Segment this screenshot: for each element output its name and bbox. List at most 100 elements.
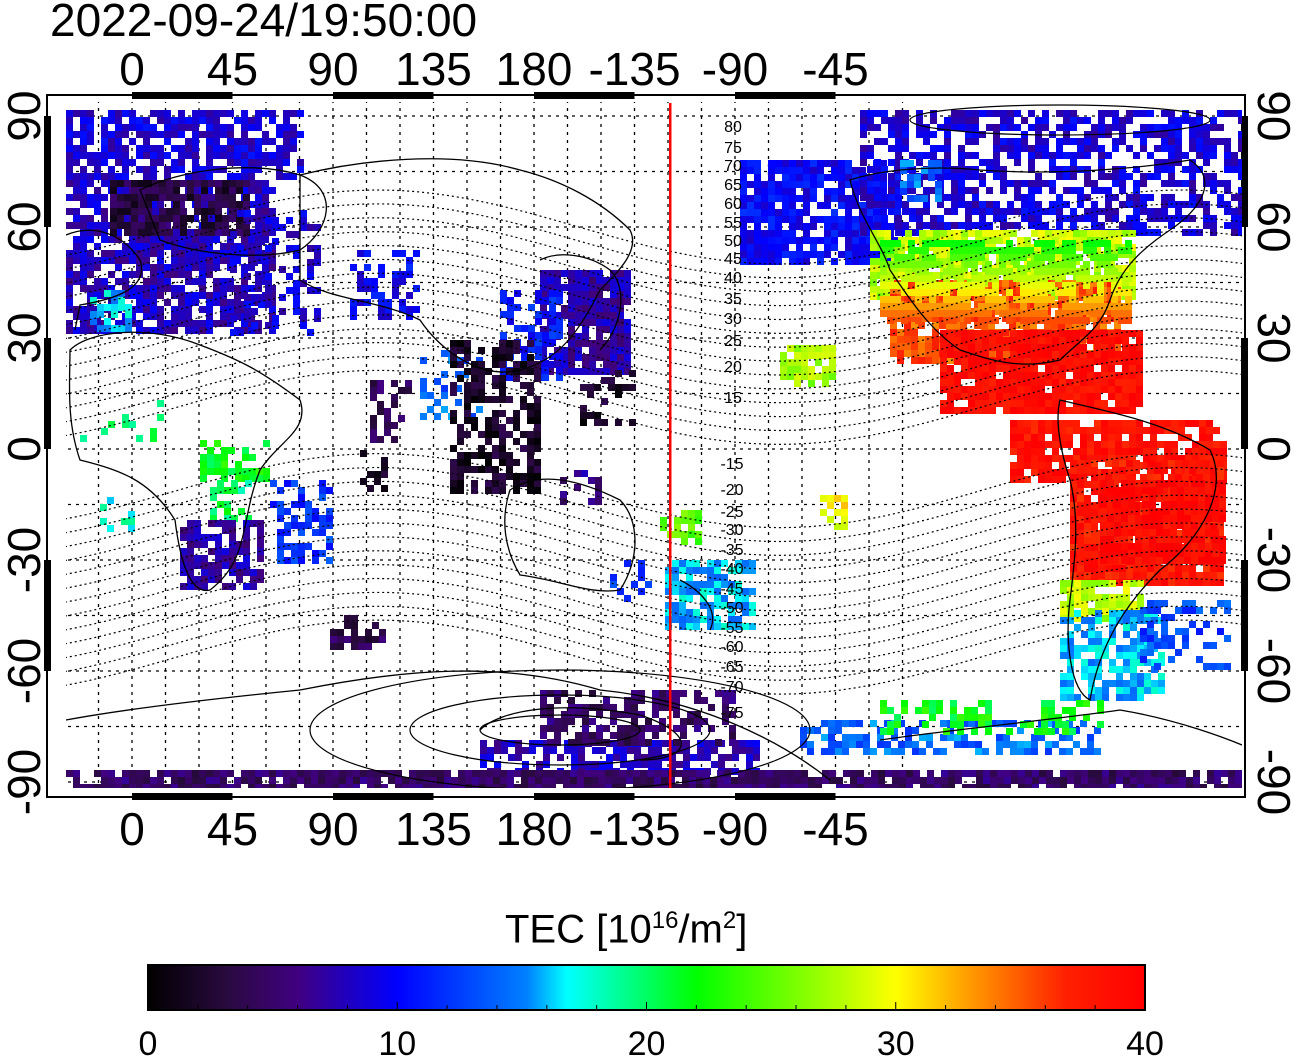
tec-cell xyxy=(951,208,958,215)
tec-cell xyxy=(1175,152,1182,159)
tec-cell xyxy=(982,230,989,237)
tec-cell xyxy=(1014,180,1021,187)
tec-cell xyxy=(918,350,925,357)
tec-cell xyxy=(884,748,891,755)
tec-cell xyxy=(1130,694,1137,701)
tec-cell xyxy=(679,588,686,595)
tec-cell xyxy=(1070,551,1077,558)
tec-cell xyxy=(94,278,101,285)
tec-cell xyxy=(582,291,589,298)
tec-cell xyxy=(1042,110,1049,117)
tec-cell xyxy=(1112,537,1119,544)
tec-cell xyxy=(1210,460,1217,467)
tec-cell xyxy=(206,173,213,180)
tec-cell xyxy=(291,480,298,487)
tec-cell xyxy=(1000,180,1007,187)
tec-cell xyxy=(707,581,714,588)
tec-cell xyxy=(248,299,255,306)
tec-cell xyxy=(782,167,789,174)
tec-cell xyxy=(201,215,208,222)
tec-cell xyxy=(700,588,707,595)
tec-cell xyxy=(898,720,905,727)
tec-cell xyxy=(1137,645,1144,652)
tec-cell xyxy=(284,557,291,564)
tec-cell xyxy=(972,173,979,180)
tec-cell xyxy=(1203,208,1210,215)
tec-cell xyxy=(222,229,229,236)
tec-cell xyxy=(381,457,388,464)
tec-cell xyxy=(129,110,136,117)
tec-cell xyxy=(391,422,398,429)
tec-cell xyxy=(1140,229,1147,236)
tec-cell xyxy=(227,159,234,166)
tec-cell xyxy=(888,194,895,201)
tec-cell xyxy=(1133,201,1140,208)
tec-cell xyxy=(841,502,848,509)
tec-cell xyxy=(101,428,108,435)
tec-cell xyxy=(131,222,138,229)
tec-cell xyxy=(1133,208,1140,215)
tec-cell xyxy=(1220,441,1227,448)
tec-cell xyxy=(554,284,561,291)
tec-cell xyxy=(80,117,87,124)
tec-cell xyxy=(122,173,129,180)
tec-cell xyxy=(1098,159,1105,166)
tec-cell xyxy=(617,333,624,340)
tec-cell xyxy=(1121,529,1128,536)
tec-cell xyxy=(782,160,789,167)
tec-cell xyxy=(1017,379,1024,386)
tec-cell xyxy=(1091,502,1098,509)
tec-cell xyxy=(248,159,255,166)
tec-cell xyxy=(810,251,817,258)
tec-cell xyxy=(993,173,1000,180)
tec-cell xyxy=(185,117,192,124)
tec-cell xyxy=(187,555,194,562)
tec-cell xyxy=(749,623,756,630)
tec-cell xyxy=(1028,187,1035,194)
tec-cell xyxy=(860,208,867,215)
tec-cell xyxy=(933,748,940,755)
tec-cell xyxy=(603,361,610,368)
tec-cell xyxy=(540,291,547,298)
tec-cell xyxy=(1093,287,1100,294)
tec-cell xyxy=(824,216,831,223)
tec-cell xyxy=(286,231,293,238)
tec-cell xyxy=(866,209,873,216)
tec-cell xyxy=(1038,420,1045,427)
tec-cell xyxy=(996,393,1003,400)
tec-cell xyxy=(940,734,947,741)
tec-cell xyxy=(933,244,940,251)
tec-cell xyxy=(1107,308,1114,315)
tec-cell xyxy=(995,308,1002,315)
tec-cell xyxy=(222,583,229,590)
tec-cell xyxy=(1091,565,1098,572)
tec-cell xyxy=(478,347,485,354)
tec-cell xyxy=(1154,145,1161,152)
tec-cell xyxy=(568,291,575,298)
tec-cell xyxy=(283,145,290,152)
tec-cell xyxy=(248,313,255,320)
tec-cell xyxy=(87,173,94,180)
tec-cell xyxy=(1109,624,1116,631)
tec-cell xyxy=(1077,467,1084,474)
tec-cell xyxy=(1154,663,1161,670)
tec-cell xyxy=(937,124,944,131)
tec-cell xyxy=(1231,208,1238,215)
tec-cell xyxy=(582,361,589,368)
tec-cell xyxy=(1108,441,1115,448)
tec-cell xyxy=(1010,407,1017,414)
tec-cell xyxy=(782,188,789,195)
tec-cell xyxy=(1067,666,1074,673)
tec-cell xyxy=(841,495,848,502)
tec-cell xyxy=(1196,460,1203,467)
tec-cell xyxy=(255,110,262,117)
tec-cell xyxy=(989,230,996,237)
tec-cell xyxy=(961,365,968,372)
tec-cell xyxy=(248,264,255,271)
tec-cell xyxy=(73,180,80,187)
tec-cell xyxy=(206,152,213,159)
tec-cell xyxy=(269,117,276,124)
tec-cell xyxy=(520,368,527,375)
tec-cell xyxy=(262,187,269,194)
tec-cell xyxy=(166,215,173,222)
